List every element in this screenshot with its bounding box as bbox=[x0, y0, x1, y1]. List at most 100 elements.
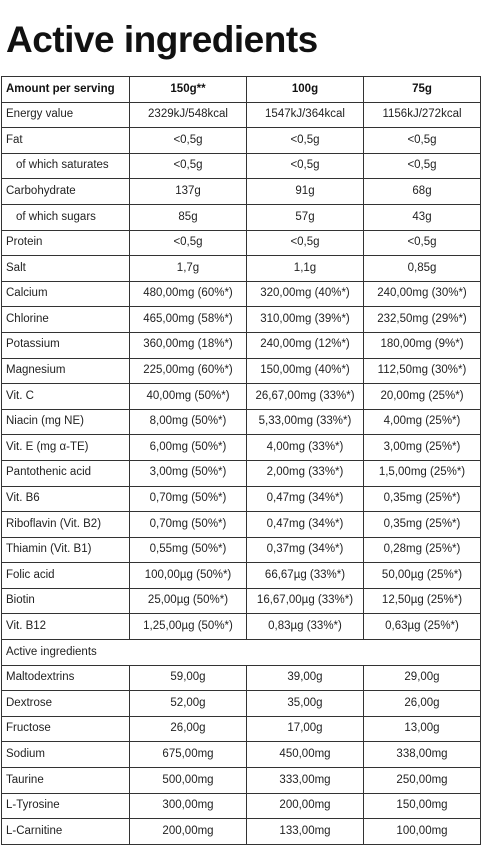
row-value: 150,00mg (40%*) bbox=[246, 357, 364, 385]
row-value: 240,00mg (30%*) bbox=[363, 280, 481, 308]
row-label: Thiamin (Vit. B1) bbox=[1, 536, 130, 564]
row-label: Protein bbox=[1, 229, 130, 257]
row-value: 0,47mg (34%*) bbox=[246, 511, 364, 538]
table-row: Protein <0,5g <0,5g <0,5g bbox=[1, 229, 481, 257]
row-label: Riboflavin (Vit. B2) bbox=[1, 511, 130, 538]
table-row: Energy value 2329kJ/548kcal 1547kJ/364kcal… bbox=[1, 101, 481, 129]
row-value: 57g bbox=[246, 203, 364, 231]
row-value: 1,5,00mg (25%*) bbox=[363, 459, 481, 487]
table-row: Sodium 675,00mg 450,00mg 338,00mg bbox=[1, 741, 481, 769]
row-value: 180,00mg (9%*) bbox=[363, 331, 481, 359]
row-value: 17,00g bbox=[246, 715, 364, 743]
header-serving-100g: 100g bbox=[246, 76, 364, 103]
row-value: 300,00mg bbox=[129, 792, 247, 820]
row-value: 13,00g bbox=[363, 715, 481, 743]
row-value: 0,83µg (33%*) bbox=[246, 613, 364, 641]
row-value: 225,00mg (60%*) bbox=[129, 357, 247, 385]
row-value: 1,1g bbox=[246, 255, 364, 282]
row-value: 0,47mg (34%*) bbox=[246, 485, 364, 513]
row-value: <0,5g bbox=[246, 152, 364, 180]
row-value: 85g bbox=[129, 203, 247, 231]
row-label: Sodium bbox=[1, 741, 130, 769]
row-label: Vit. B12 bbox=[1, 613, 130, 641]
row-label: Dextrose bbox=[1, 690, 130, 717]
row-value: 0,55mg (50%*) bbox=[129, 536, 247, 564]
row-label: Pantothenic acid bbox=[1, 459, 130, 487]
row-value: 6,00mg (50%*) bbox=[129, 434, 247, 461]
row-value: 43g bbox=[363, 203, 481, 231]
row-value: 29,00g bbox=[363, 664, 481, 692]
row-value: 4,00mg (25%*) bbox=[363, 408, 481, 436]
row-value: 26,00g bbox=[363, 690, 481, 717]
row-value: 200,00mg bbox=[129, 818, 247, 845]
table-row: of which saturates <0,5g <0,5g <0,5g bbox=[1, 152, 481, 180]
section-label: Active ingredients bbox=[1, 639, 481, 666]
row-label: of which saturates bbox=[1, 152, 130, 180]
table-row: Taurine 500,00mg 333,00mg 250,00mg bbox=[1, 767, 481, 794]
row-value: 25,00µg (50%*) bbox=[129, 587, 247, 615]
row-value: 450,00mg bbox=[246, 741, 364, 769]
row-value: 91g bbox=[246, 178, 364, 205]
row-value: <0,5g bbox=[363, 229, 481, 257]
nutrition-table: Amount per serving 150g** 100g 75g Energ… bbox=[1, 76, 481, 845]
row-label: Carbohydrate bbox=[1, 178, 130, 205]
row-value: 250,00mg bbox=[363, 767, 481, 794]
row-label: Vit. B6 bbox=[1, 485, 130, 513]
table-row: Vit. B12 1,25,00µg (50%*) 0,83µg (33%*) 0,6… bbox=[1, 613, 481, 641]
row-value: 480,00mg (60%*) bbox=[129, 280, 247, 308]
row-value: 112,50mg (30%*) bbox=[363, 357, 481, 385]
row-value: 3,00mg (25%*) bbox=[363, 434, 481, 461]
row-label: Salt bbox=[1, 255, 130, 282]
row-value: 59,00g bbox=[129, 664, 247, 692]
table-row: Salt 1,7g 1,1g 0,85g bbox=[1, 255, 481, 282]
table-row: Pantothenic acid 3,00mg (50%*) 2,00mg (33%… bbox=[1, 459, 481, 487]
row-value: <0,5g bbox=[246, 127, 364, 154]
row-value: 0,63µg (25%*) bbox=[363, 613, 481, 641]
table-row: Fructose 26,00g 17,00g 13,00g bbox=[1, 715, 481, 743]
row-value: 40,00mg (50%*) bbox=[129, 383, 247, 410]
row-value: 240,00mg (12%*) bbox=[246, 331, 364, 359]
header-label: Amount per serving bbox=[1, 76, 130, 103]
row-value: 137g bbox=[129, 178, 247, 205]
row-value: 0,70mg (50%*) bbox=[129, 511, 247, 538]
row-value: 2329kJ/548kcal bbox=[129, 101, 247, 129]
row-value: 0,85g bbox=[363, 255, 481, 282]
table-row: Fat <0,5g <0,5g <0,5g bbox=[1, 127, 481, 154]
table-row: Vit. C 40,00mg (50%*) 26,67,00mg (33%*) 20,… bbox=[1, 383, 481, 410]
row-value: <0,5g bbox=[246, 229, 364, 257]
row-value: <0,5g bbox=[363, 127, 481, 154]
row-value: 16,67,00µg (33%*) bbox=[246, 587, 364, 615]
row-label: Niacin (mg NE) bbox=[1, 408, 130, 436]
row-value: 0,70mg (50%*) bbox=[129, 485, 247, 513]
row-label: Maltodextrins bbox=[1, 664, 130, 692]
table-row: Folic acid 100,00µg (50%*) 66,67µg (33%*) 5… bbox=[1, 562, 481, 589]
section-row: Active ingredients bbox=[1, 639, 481, 666]
row-value: 68g bbox=[363, 178, 481, 205]
row-value: <0,5g bbox=[129, 229, 247, 257]
row-value: 360,00mg (18%*) bbox=[129, 331, 247, 359]
row-label: L-Carnitine bbox=[1, 818, 130, 845]
row-value: 0,37mg (34%*) bbox=[246, 536, 364, 564]
row-value: 133,00mg bbox=[246, 818, 364, 845]
row-value: 100,00µg (50%*) bbox=[129, 562, 247, 589]
table-row: Carbohydrate 137g 91g 68g bbox=[1, 178, 481, 205]
table-row: Vit. E (mg α-TE) 6,00mg (50%*) 4,00mg (33%… bbox=[1, 434, 481, 461]
table-row: Thiamin (Vit. B1) 0,55mg (50%*) 0,37mg (34… bbox=[1, 536, 481, 564]
row-label: Calcium bbox=[1, 280, 130, 308]
table-row: Biotin 25,00µg (50%*) 16,67,00µg (33%*) 12,… bbox=[1, 587, 481, 615]
table-row: Potassium 360,00mg (18%*) 240,00mg (12%*) 1… bbox=[1, 331, 481, 359]
row-value: 1156kJ/272kcal bbox=[363, 101, 481, 129]
row-label: Folic acid bbox=[1, 562, 130, 589]
table-row: Riboflavin (Vit. B2) 0,70mg (50%*) 0,47mg … bbox=[1, 511, 481, 538]
row-value: 39,00g bbox=[246, 664, 364, 692]
table-row: Magnesium 225,00mg (60%*) 150,00mg (40%*) 1… bbox=[1, 357, 481, 385]
row-value: 150,00mg bbox=[363, 792, 481, 820]
header-serving-150g: 150g** bbox=[129, 76, 247, 103]
row-value: 333,00mg bbox=[246, 767, 364, 794]
table-row: L-Tyrosine 300,00mg 200,00mg 150,00mg bbox=[1, 792, 481, 820]
row-value: 20,00mg (25%*) bbox=[363, 383, 481, 410]
row-value: 320,00mg (40%*) bbox=[246, 280, 364, 308]
table-row: Niacin (mg NE) 8,00mg (50%*) 5,33,00mg (33… bbox=[1, 408, 481, 436]
row-value: 5,33,00mg (33%*) bbox=[246, 408, 364, 436]
row-value: 12,50µg (25%*) bbox=[363, 587, 481, 615]
